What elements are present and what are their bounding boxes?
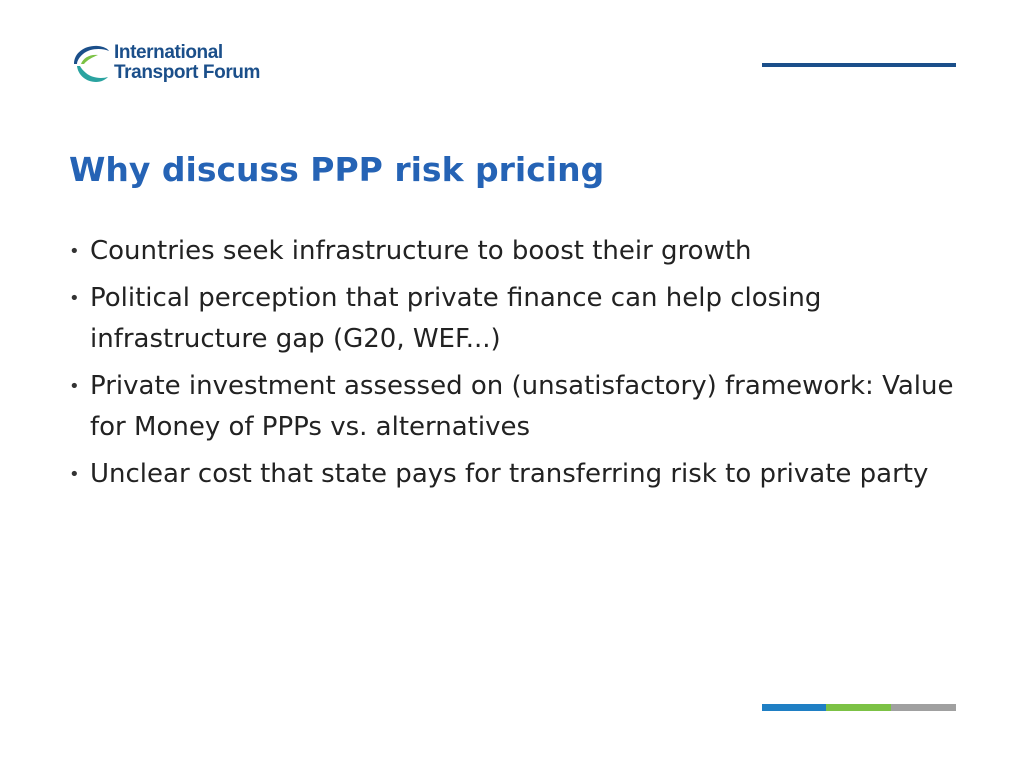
bullet-item: • Countries seek infrastructure to boost… (69, 231, 990, 272)
footer-bar-green (826, 704, 891, 711)
logo-wordmark: International Transport Forum (114, 43, 260, 83)
bullet-text: Unclear cost that state pays for transfe… (90, 459, 929, 489)
logo-line-1: International (114, 42, 223, 63)
bullet-list: • Countries seek infrastructure to boost… (69, 231, 990, 501)
bullet-item: • Unclear cost that state pays for trans… (69, 454, 990, 495)
bullet-text: Political perception that private financ… (90, 283, 822, 354)
itf-logo-icon (74, 45, 109, 82)
bullet-glyph: • (69, 241, 80, 262)
footer-bar-blue (762, 704, 826, 711)
bullet-glyph: • (69, 376, 80, 397)
bullet-item: • Private investment assessed on (unsati… (69, 366, 990, 448)
logo-line-2: Transport Forum (114, 62, 261, 83)
bullet-glyph: • (69, 288, 80, 309)
bullet-glyph: • (69, 464, 80, 485)
itf-logo: International Transport Forum (68, 40, 268, 90)
bullet-item: • Political perception that private fina… (69, 278, 990, 360)
slide-title: Why discuss PPP risk pricing (69, 150, 605, 189)
header-divider (762, 63, 956, 67)
bullet-text: Countries seek infrastructure to boost t… (90, 236, 752, 266)
footer-bar-grey (891, 704, 956, 711)
bullet-text: Private investment assessed on (unsatisf… (90, 371, 954, 442)
